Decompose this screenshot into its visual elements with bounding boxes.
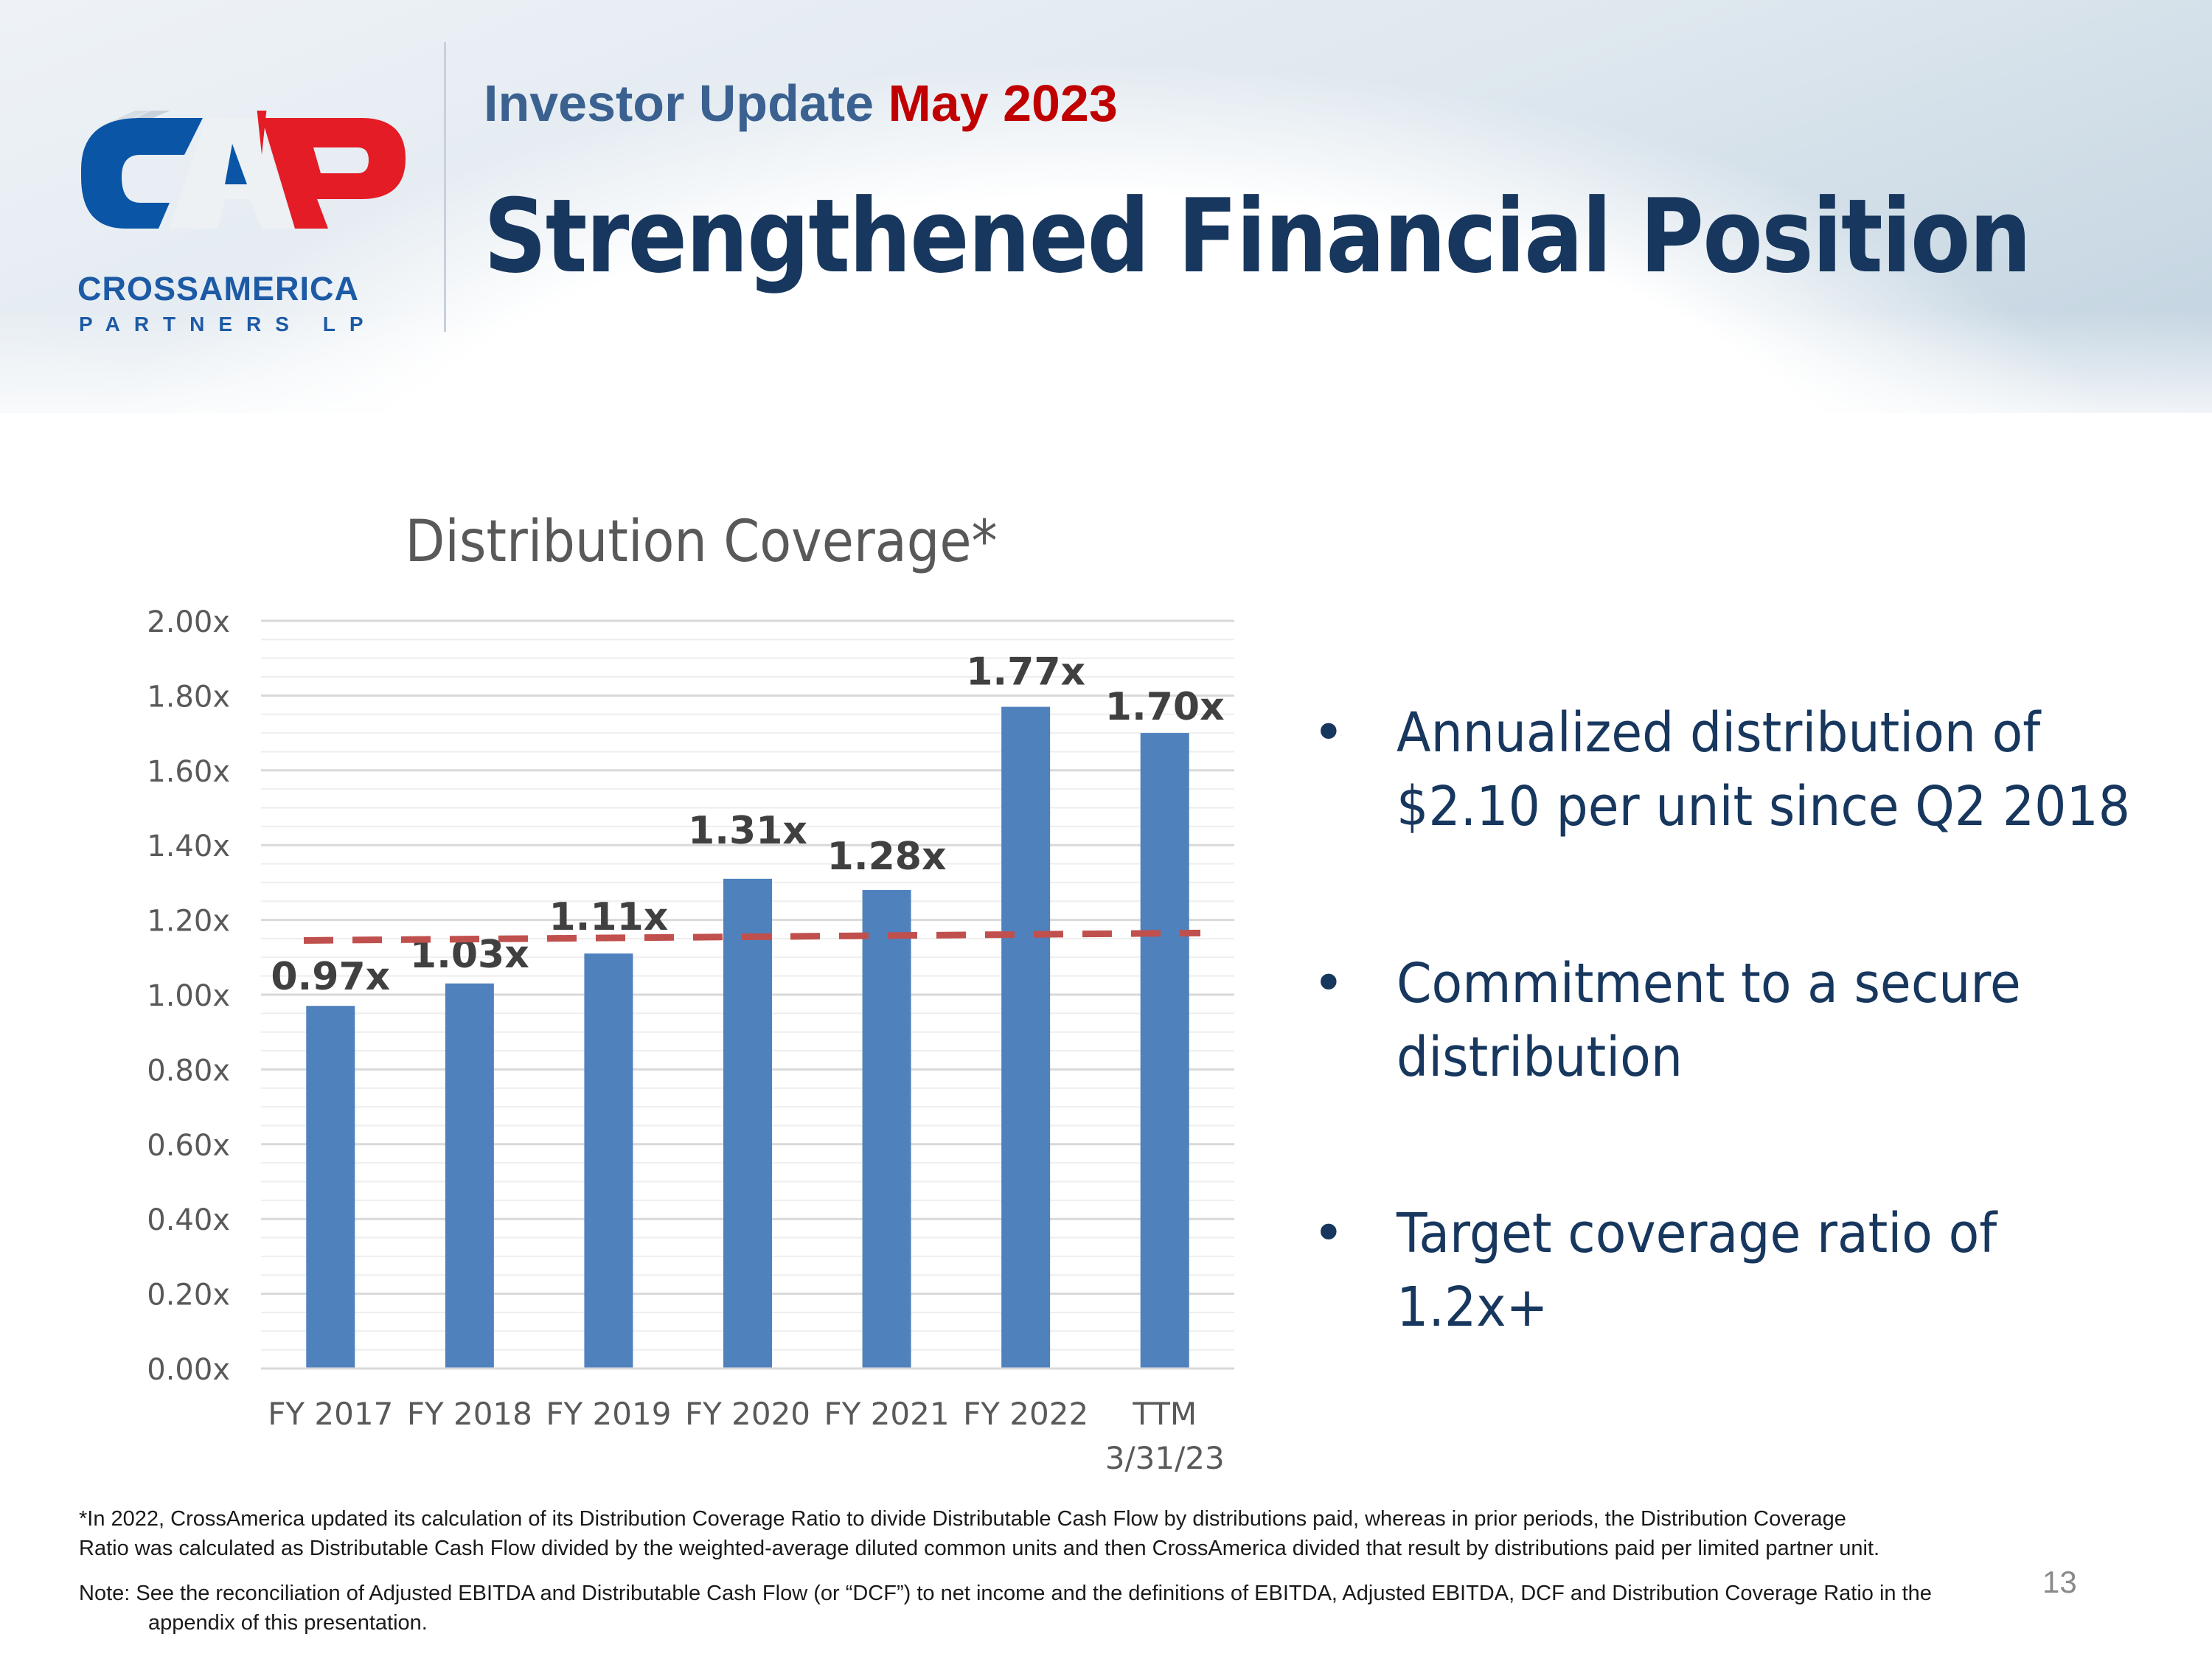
bar-ttm-3-31-23 (1140, 733, 1189, 1368)
background-fade (0, 310, 2212, 442)
x-tick-label: 3/31/23 (1105, 1440, 1225, 1476)
data-label: 1.28x (827, 835, 947, 879)
cap-logo-icon (81, 111, 406, 229)
y-tick-label: 2.00x (147, 605, 230, 639)
footnote-line: Ratio was calculated as Distributable Ca… (79, 1537, 1880, 1560)
bullet-icon: • (1312, 1202, 1345, 1265)
data-label: 1.70x (1105, 685, 1225, 729)
x-tick-label: FY 2019 (546, 1396, 671, 1432)
bullet-icon: • (1312, 952, 1345, 1015)
dashed-reference-line (303, 929, 1201, 944)
y-tick-label: 1.60x (147, 755, 230, 789)
bullet-line: Target coverage ratio of 1.2x+ (1397, 1202, 1997, 1339)
x-tick-label: FY 2017 (268, 1396, 393, 1432)
logo-subtitle: PARTNERS LP (79, 313, 378, 335)
page-title: Strengthened Financial Position (484, 177, 2031, 296)
chart-title: Distribution Coverage* (405, 509, 998, 575)
bar-fy-2020 (723, 878, 772, 1368)
y-tick-label: 0.80x (147, 1054, 230, 1088)
footnote-note: Note: See the reconciliation of Adjusted… (79, 1579, 1932, 1638)
y-tick-label: 0.40x (147, 1203, 230, 1237)
bar-fy-2019 (584, 953, 633, 1368)
footnote-line: appendix of this presentation. (148, 1611, 428, 1635)
page-number: 13 (2042, 1565, 2077, 1599)
bullet-line: Annualized distribution of (1397, 701, 2041, 765)
footnote-line: *In 2022, CrossAmerica updated its calcu… (79, 1507, 1846, 1531)
x-tick-label: FY 2021 (824, 1396, 950, 1432)
y-tick-label: 1.20x (147, 905, 230, 939)
footnote-asterisk: *In 2022, CrossAmerica updated its calcu… (79, 1504, 1879, 1563)
bullet-line: Commitment to a secure (1397, 952, 2021, 1015)
bar-fy-2017 (306, 1006, 355, 1368)
kicker-main: Investor Update (484, 74, 874, 132)
bullet-line: distribution (1397, 1026, 1683, 1089)
x-tick-label: FY 2020 (685, 1396, 810, 1432)
y-tick-label: 0.00x (147, 1353, 230, 1387)
y-tick-label: 1.00x (147, 979, 230, 1013)
data-label: 1.31x (688, 809, 807, 853)
bar-fy-2021 (862, 890, 911, 1368)
header-kicker: Investor Update May 2023 (484, 74, 1118, 133)
header-divider (444, 42, 446, 332)
x-tick-label: TTM (1132, 1396, 1197, 1432)
y-tick-label: 0.60x (147, 1129, 230, 1163)
bullet-line: $2.10 per unit since Q2 2018 (1397, 775, 2131, 838)
data-label: 0.97x (271, 955, 390, 999)
x-tick-label: FY 2018 (407, 1396, 532, 1432)
bar-fy-2018 (445, 983, 494, 1368)
logo-wordmark: CROSSAMERICA (77, 270, 360, 307)
y-tick-label: 0.20x (147, 1279, 230, 1312)
y-tick-label: 1.80x (147, 680, 230, 714)
kicker-date: May 2023 (888, 74, 1118, 132)
x-tick-label: FY 2022 (963, 1396, 1088, 1432)
data-label: 1.11x (549, 895, 669, 939)
data-label: 1.77x (966, 650, 1085, 695)
y-tick-label: 1.40x (147, 830, 230, 863)
bullet-icon: • (1312, 701, 1345, 765)
bar-fy-2022 (1001, 706, 1051, 1368)
footnote-line: Note: See the reconciliation of Adjusted… (79, 1582, 1932, 1605)
